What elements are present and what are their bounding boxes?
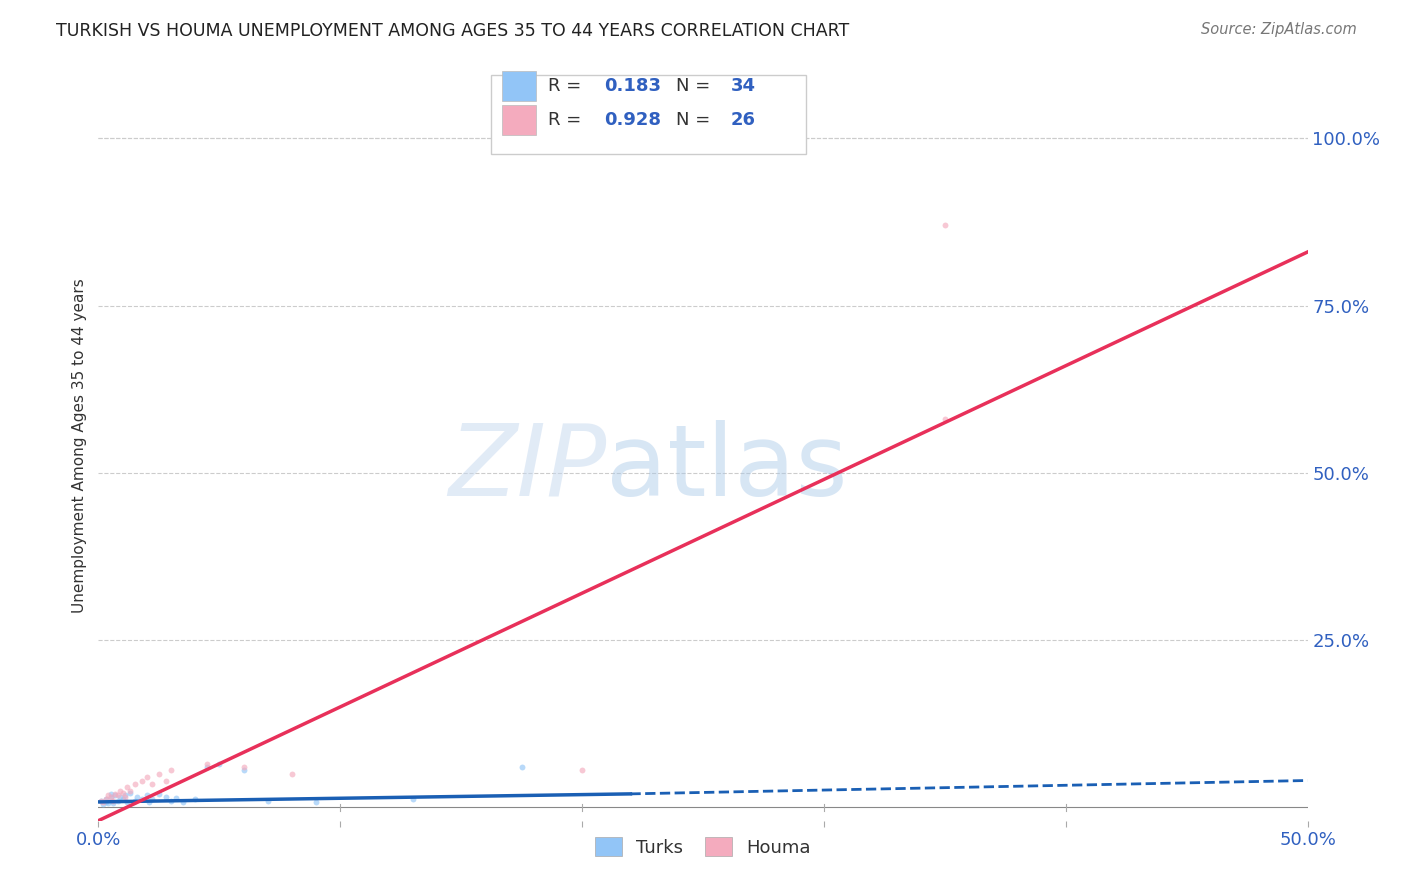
Point	[91, 795, 114, 809]
Point	[100, 787, 122, 801]
Point	[108, 783, 131, 797]
Point	[195, 756, 218, 771]
Point	[138, 795, 160, 809]
Text: TURKISH VS HOUMA UNEMPLOYMENT AMONG AGES 35 TO 44 YEARS CORRELATION CHART: TURKISH VS HOUMA UNEMPLOYMENT AMONG AGES…	[56, 22, 849, 40]
Text: N =: N =	[676, 78, 717, 95]
Point	[148, 767, 170, 781]
Point	[172, 795, 194, 809]
Point	[114, 790, 136, 805]
Point	[90, 794, 112, 808]
Point	[118, 786, 141, 800]
Point	[510, 760, 533, 774]
Point	[124, 794, 146, 808]
Point	[141, 792, 163, 806]
Legend: Turks, Houma: Turks, Houma	[588, 830, 818, 864]
Text: 26: 26	[731, 112, 756, 129]
FancyBboxPatch shape	[502, 71, 536, 102]
Point	[184, 792, 207, 806]
Point	[94, 792, 117, 806]
Text: atlas: atlas	[606, 420, 848, 517]
Point	[256, 794, 278, 808]
Y-axis label: Unemployment Among Ages 35 to 44 years: Unemployment Among Ages 35 to 44 years	[72, 278, 87, 614]
Point	[160, 764, 183, 778]
Point	[402, 792, 425, 806]
Point	[135, 789, 157, 803]
Point	[571, 764, 593, 778]
Point	[127, 790, 149, 805]
Point	[160, 794, 183, 808]
Text: 0.928: 0.928	[603, 112, 661, 129]
Point	[107, 789, 129, 803]
Text: N =: N =	[676, 112, 717, 129]
Text: R =: R =	[548, 78, 588, 95]
Point	[155, 789, 177, 804]
Point	[155, 773, 177, 788]
Text: R =: R =	[548, 112, 588, 129]
Point	[208, 756, 231, 771]
Point	[232, 764, 254, 778]
Text: Source: ZipAtlas.com: Source: ZipAtlas.com	[1201, 22, 1357, 37]
Point	[94, 795, 117, 809]
Point	[135, 770, 157, 784]
Point	[101, 797, 124, 811]
Point	[100, 790, 122, 805]
Point	[165, 791, 187, 805]
Point	[101, 794, 124, 808]
Point	[232, 760, 254, 774]
FancyBboxPatch shape	[502, 105, 536, 135]
Point	[108, 790, 131, 805]
Point	[934, 219, 956, 233]
Point	[111, 792, 134, 806]
Point	[124, 777, 146, 791]
Point	[305, 795, 328, 809]
Point	[141, 777, 163, 791]
Point	[104, 789, 127, 803]
Point	[94, 792, 117, 806]
Text: ZIP: ZIP	[449, 420, 606, 517]
Point	[91, 797, 114, 811]
Point	[97, 789, 120, 803]
Point	[114, 789, 136, 803]
Point	[131, 773, 153, 788]
Point	[934, 412, 956, 426]
Point	[195, 760, 218, 774]
Point	[100, 790, 122, 805]
Point	[90, 794, 112, 808]
Point	[148, 787, 170, 801]
Point	[111, 786, 134, 800]
Text: 0.183: 0.183	[603, 78, 661, 95]
Text: 34: 34	[731, 78, 756, 95]
Point	[117, 795, 139, 809]
Point	[104, 787, 127, 801]
Point	[107, 794, 129, 808]
Point	[131, 792, 153, 806]
Point	[117, 780, 139, 795]
Point	[97, 796, 120, 810]
Point	[281, 767, 304, 781]
FancyBboxPatch shape	[492, 75, 806, 153]
Point	[118, 783, 141, 797]
